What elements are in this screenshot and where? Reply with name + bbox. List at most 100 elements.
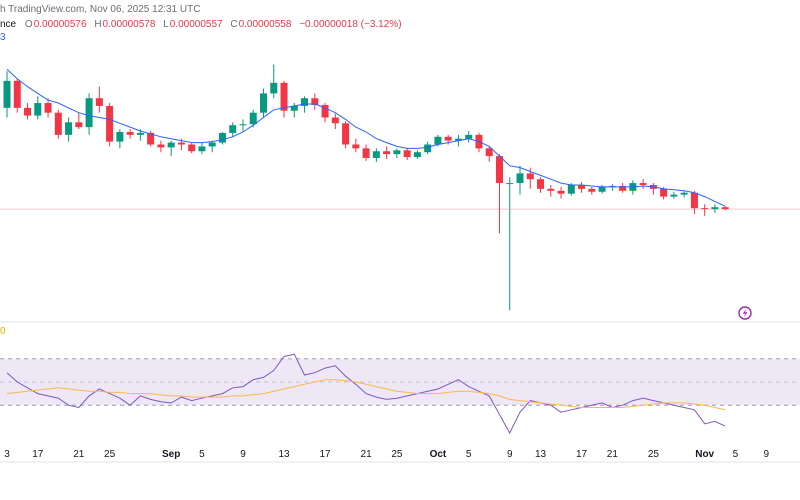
candle[interactable]: [342, 121, 350, 149]
candle[interactable]: [649, 183, 657, 195]
x-tick-label: 13: [535, 449, 547, 460]
candle[interactable]: [690, 190, 698, 214]
candle[interactable]: [680, 190, 688, 198]
candle[interactable]: [485, 146, 493, 162]
legend-ohlc-line: nce O0.00000576 H0.00000578 L0.00000557 …: [0, 19, 407, 30]
candle-body: [116, 131, 124, 142]
candle[interactable]: [239, 119, 247, 131]
candle[interactable]: [270, 64, 278, 99]
candle-body: [721, 207, 729, 210]
candle-body: [352, 144, 360, 149]
candle[interactable]: [3, 71, 11, 118]
candle[interactable]: [578, 182, 586, 193]
candle[interactable]: [372, 148, 380, 162]
candle[interactable]: [188, 142, 196, 154]
candle[interactable]: [167, 140, 175, 157]
candle[interactable]: [701, 204, 709, 216]
candle-body: [537, 179, 545, 189]
legend-change-value: −0.00000018 (−3.12%): [299, 19, 402, 30]
lightning-icon[interactable]: [738, 306, 752, 320]
legend: h TradingView.com, Nov 06, 2025 12:31 UT…: [0, 0, 800, 48]
candle-body: [321, 104, 329, 118]
x-tick-label: 9: [763, 449, 769, 460]
candle[interactable]: [34, 96, 42, 120]
candle[interactable]: [711, 204, 719, 213]
rsi-pane[interactable]: [0, 353, 800, 435]
candle[interactable]: [608, 184, 616, 191]
candle[interactable]: [670, 191, 678, 199]
candle[interactable]: [393, 148, 401, 158]
candle-body: [106, 105, 114, 142]
x-tick-label: Oct: [430, 449, 447, 460]
candle[interactable]: [249, 109, 257, 128]
candle[interactable]: [516, 165, 524, 195]
x-tick-label: Nov: [695, 449, 714, 460]
candle[interactable]: [321, 103, 329, 123]
x-tick-label: 25: [391, 449, 403, 460]
candle[interactable]: [352, 138, 360, 153]
candle[interactable]: [506, 177, 514, 311]
candle-body: [701, 208, 709, 210]
candle[interactable]: [619, 183, 627, 193]
candle[interactable]: [311, 93, 319, 110]
candle-body: [24, 107, 32, 116]
rsi-line: [6, 353, 726, 435]
candle[interactable]: [198, 142, 206, 155]
candle-body: [260, 93, 267, 113]
candle[interactable]: [44, 98, 52, 118]
candle[interactable]: [639, 179, 647, 189]
candle[interactable]: [65, 117, 73, 142]
candle[interactable]: [208, 140, 216, 153]
candle[interactable]: [229, 122, 237, 137]
candle-body: [44, 103, 52, 113]
candle[interactable]: [721, 206, 729, 211]
candle[interactable]: [126, 129, 134, 139]
candle-body: [34, 103, 42, 116]
candle[interactable]: [557, 186, 565, 199]
candle[interactable]: [537, 177, 545, 193]
candle-body: [126, 131, 134, 135]
rsi-legend-text: 0: [0, 326, 6, 337]
legend-ma-text: 3: [0, 32, 6, 43]
candle[interactable]: [331, 113, 339, 130]
candle[interactable]: [629, 180, 637, 195]
candle[interactable]: [465, 131, 473, 143]
candle-body: [403, 150, 411, 158]
candle-body: [136, 132, 144, 135]
candle[interactable]: [13, 78, 21, 113]
candle-body: [393, 150, 401, 155]
candle[interactable]: [85, 93, 93, 135]
candle[interactable]: [95, 86, 103, 113]
rsi-ma-line: [6, 379, 726, 411]
candle[interactable]: [413, 150, 421, 159]
candle-body: [270, 82, 278, 94]
candle-body: [157, 144, 165, 148]
candle[interactable]: [260, 88, 267, 118]
candle[interactable]: [495, 154, 503, 234]
candle[interactable]: [218, 131, 226, 145]
candle-body: [670, 194, 678, 197]
candle[interactable]: [157, 140, 165, 153]
candle[interactable]: [54, 109, 62, 139]
candle[interactable]: [362, 144, 370, 161]
legend-open-key: O: [24, 19, 33, 30]
candle-body: [444, 136, 452, 141]
candle[interactable]: [383, 146, 391, 159]
candle[interactable]: [403, 148, 411, 160]
x-tick-label: 5: [733, 449, 739, 460]
candle-body: [362, 148, 370, 158]
candle[interactable]: [116, 129, 124, 149]
candle[interactable]: [588, 186, 596, 195]
candle[interactable]: [106, 103, 114, 147]
price-pane[interactable]: [0, 64, 800, 311]
candle-body: [177, 142, 185, 145]
candle[interactable]: [280, 80, 288, 118]
candle[interactable]: [24, 103, 32, 120]
candle-body: [619, 185, 627, 191]
candle[interactable]: [547, 185, 555, 197]
candle-body: [249, 112, 257, 125]
candle[interactable]: [75, 112, 83, 130]
ma-line: [6, 68, 726, 207]
legend-source-line: h TradingView.com, Nov 06, 2025 12:31 UT…: [0, 4, 200, 15]
